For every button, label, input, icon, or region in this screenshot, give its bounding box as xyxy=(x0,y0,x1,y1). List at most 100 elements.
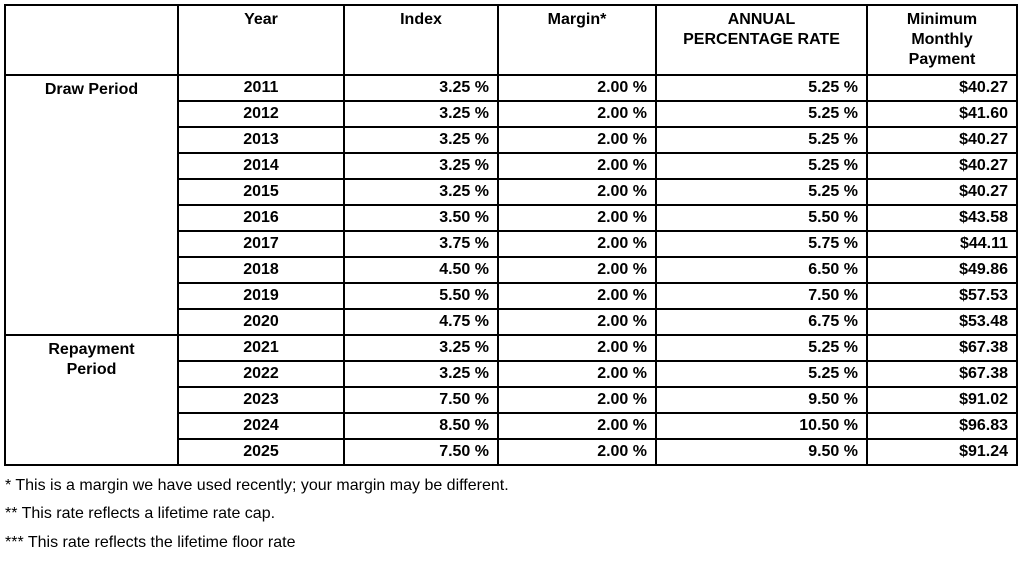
year-cell: 2012 xyxy=(177,100,345,128)
payment-cell: $40.27 xyxy=(866,74,1018,102)
apr-cell: 5.25 % xyxy=(655,334,868,362)
table-row: 2015 3.25 % 2.00 % 5.25 % $40.27 xyxy=(5,178,1018,206)
index-cell: 4.50 % xyxy=(343,256,499,284)
apr-cell: 5.25 % xyxy=(655,74,868,102)
margin-cell: 2.00 % xyxy=(497,360,657,388)
col-header-year: Year xyxy=(177,4,345,76)
year-cell: 2013 xyxy=(177,126,345,154)
margin-cell: 2.00 % xyxy=(497,412,657,440)
apr-cell: 5.25 % xyxy=(655,126,868,154)
index-cell: 3.25 % xyxy=(343,152,499,180)
payment-cell: $96.83 xyxy=(866,412,1018,440)
margin-cell: 2.00 % xyxy=(497,282,657,310)
period-cell-draw: Draw Period xyxy=(4,74,179,336)
year-cell: 2016 xyxy=(177,204,345,232)
apr-cell: 5.25 % xyxy=(655,152,868,180)
col-header-index: Index xyxy=(343,4,499,76)
footnotes-block: * This is a margin we have used recently… xyxy=(5,477,1020,552)
payment-cell: $53.48 xyxy=(866,308,1018,336)
payment-cell: $41.60 xyxy=(866,100,1018,128)
table-row: 2016 3.50 % 2.00 % 5.50 % $43.58 xyxy=(5,204,1018,232)
rate-history-table: Year Index Margin* ANNUAL PERCENTAGE RAT… xyxy=(4,4,1018,466)
apr-cell: 7.50 % xyxy=(655,282,868,310)
apr-cell: 9.50 % xyxy=(655,386,868,414)
footnote-rate-cap: ** This rate reflects a lifetime rate ca… xyxy=(5,505,276,523)
payment-cell: $67.38 xyxy=(866,360,1018,388)
margin-cell: 2.00 % xyxy=(497,386,657,414)
footnote-margin: * This is a margin we have used recently… xyxy=(5,477,509,494)
apr-cell: 5.25 % xyxy=(655,100,868,128)
year-cell: 2011 xyxy=(177,74,345,102)
apr-cell: 10.50 % xyxy=(655,412,868,440)
year-cell: 2017 xyxy=(177,230,345,258)
footnote-floor-rate: *** This rate reflects the lifetime floo… xyxy=(5,533,296,551)
margin-cell: 2.00 % xyxy=(497,230,657,258)
table-row: 2025 7.50 % 2.00 % 9.50 % $91.24 xyxy=(5,438,1018,466)
year-cell: 2024 xyxy=(177,412,345,440)
year-cell: 2020 xyxy=(177,308,345,336)
payment-cell: $40.27 xyxy=(866,178,1018,206)
payment-cell: $44.11 xyxy=(866,230,1018,258)
apr-cell: 5.25 % xyxy=(655,360,868,388)
apr-cell: 5.25 % xyxy=(655,178,868,206)
col-header-apr: ANNUAL PERCENTAGE RATE xyxy=(655,4,868,76)
index-cell: 7.50 % xyxy=(343,438,499,466)
year-cell: 2018 xyxy=(177,256,345,284)
year-cell: 2015 xyxy=(177,178,345,206)
table-row: 2018 4.50 % 2.00 % 6.50 % $49.86 xyxy=(5,256,1018,284)
index-cell: 3.25 % xyxy=(343,178,499,206)
index-cell: 3.25 % xyxy=(343,74,499,102)
margin-cell: 2.00 % xyxy=(497,308,657,336)
apr-cell: 5.75 % xyxy=(655,230,868,258)
index-cell: 3.25 % xyxy=(343,334,499,362)
index-cell: 3.75 % xyxy=(343,230,499,258)
index-cell: 8.50 % xyxy=(343,412,499,440)
table-row: 2024 8.50 % 2.00 % 10.50 % $96.83 xyxy=(5,412,1018,440)
index-cell: 3.25 % xyxy=(343,360,499,388)
table-row: 2012 3.25 % 2.00 % 5.25 % $41.60 xyxy=(5,100,1018,128)
document-page: Year Index Margin* ANNUAL PERCENTAGE RAT… xyxy=(4,4,1020,552)
payment-cell: $91.24 xyxy=(866,438,1018,466)
table-row: 2017 3.75 % 2.00 % 5.75 % $44.11 xyxy=(5,230,1018,258)
index-cell: 7.50 % xyxy=(343,386,499,414)
year-cell: 2019 xyxy=(177,282,345,310)
year-cell: 2023 xyxy=(177,386,345,414)
margin-cell: 2.00 % xyxy=(497,256,657,284)
margin-cell: 2.00 % xyxy=(497,74,657,102)
table-row: 2023 7.50 % 2.00 % 9.50 % $91.02 xyxy=(5,386,1018,414)
table-row: 2013 3.25 % 2.00 % 5.25 % $40.27 xyxy=(5,126,1018,154)
index-cell: 3.50 % xyxy=(343,204,499,232)
index-cell: 5.50 % xyxy=(343,282,499,310)
apr-cell: 5.50 % xyxy=(655,204,868,232)
apr-cell: 6.50 % xyxy=(655,256,868,284)
year-cell: 2022 xyxy=(177,360,345,388)
period-cell-repayment: Repayment Period xyxy=(4,334,179,466)
payment-cell: $57.53 xyxy=(866,282,1018,310)
payment-cell: $49.86 xyxy=(866,256,1018,284)
margin-cell: 2.00 % xyxy=(497,334,657,362)
table-row: 2019 5.50 % 2.00 % 7.50 % $57.53 xyxy=(5,282,1018,310)
year-cell: 2014 xyxy=(177,152,345,180)
table-row: 2014 3.25 % 2.00 % 5.25 % $40.27 xyxy=(5,152,1018,180)
table-row: 2020 4.75 % 2.00 % 6.75 % $53.48 xyxy=(5,308,1018,336)
apr-cell: 9.50 % xyxy=(655,438,868,466)
table-row: Repayment Period 2021 3.25 % 2.00 % 5.25… xyxy=(4,334,1018,466)
margin-cell: 2.00 % xyxy=(497,100,657,128)
payment-cell: $40.27 xyxy=(866,152,1018,180)
payment-cell: $40.27 xyxy=(866,126,1018,154)
index-cell: 3.25 % xyxy=(343,126,499,154)
col-header-margin: Margin* xyxy=(497,4,657,76)
margin-cell: 2.00 % xyxy=(497,438,657,466)
year-cell: 2025 xyxy=(177,438,345,466)
table-row: 2022 3.25 % 2.00 % 5.25 % $67.38 xyxy=(5,360,1018,388)
index-cell: 3.25 % xyxy=(343,100,499,128)
header-row: Year Index Margin* ANNUAL PERCENTAGE RAT… xyxy=(4,4,1018,76)
col-header-payment: Minimum Monthly Payment xyxy=(866,4,1018,76)
margin-cell: 2.00 % xyxy=(497,178,657,206)
payment-cell: $43.58 xyxy=(866,204,1018,232)
table-row: Draw Period 2011 3.25 % 2.00 % 5.25 % $4… xyxy=(4,74,1018,336)
margin-cell: 2.00 % xyxy=(497,152,657,180)
payment-cell: $67.38 xyxy=(866,334,1018,362)
apr-cell: 6.75 % xyxy=(655,308,868,336)
col-header-period xyxy=(4,4,179,76)
